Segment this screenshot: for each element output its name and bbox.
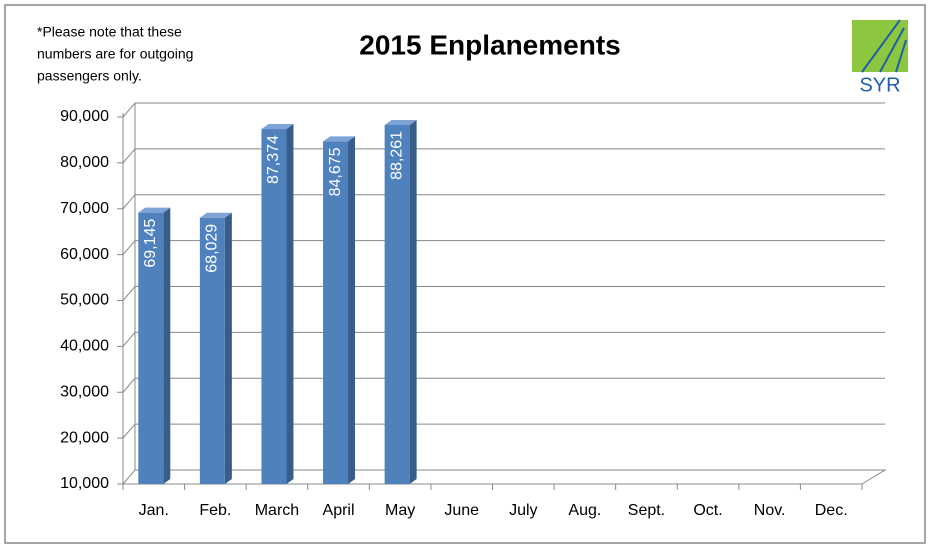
bar [261,129,287,485]
bar-top [384,119,417,125]
y-tick-label: 40,000 [60,338,109,355]
y-tick-label: 80,000 [60,154,109,171]
x-tick-label: July [509,502,537,519]
bar-top [261,124,294,130]
grid-line [122,286,885,301]
y-tick-label: 50,000 [60,292,109,309]
bar-top [323,136,356,142]
logo-stroke [895,39,907,73]
note-line: *Please note that these [37,24,182,40]
bar-side [163,207,171,485]
data-label: 68,029 [204,224,221,273]
bar [138,212,164,485]
x-tick-label: Sept. [628,502,665,519]
y-tick-label: 60,000 [60,246,109,263]
bar [323,141,349,484]
grid-line [122,102,885,118]
logo-stroke [861,19,901,73]
x-tick-label: Oct. [693,502,722,519]
y-tick-label: 30,000 [60,383,109,400]
logo-text: SYR [859,74,900,96]
x-tick-label: Aug. [568,502,601,519]
bar-side [348,136,356,484]
data-label: 87,374 [265,135,282,184]
bar-side [286,124,294,484]
bar-side [409,119,417,484]
y-tick-label: 20,000 [60,429,109,446]
bar-top [199,212,232,218]
chart-title: 2015 Enplanements [359,29,620,60]
logo-stroke [879,27,905,73]
grid-line [122,469,885,485]
bar [199,217,225,484]
note-line: numbers are for outgoing [37,46,193,62]
data-label: 69,145 [142,219,159,268]
grid-line [122,148,885,164]
grid-line [122,423,885,439]
note-line: passengers only. [37,68,142,84]
bar [384,124,410,484]
x-tick-label: Feb. [199,502,231,519]
x-tick-label: Nov. [754,502,786,519]
data-label: 84,675 [327,147,344,196]
grid-line [122,194,885,210]
x-tick-label: May [385,502,415,519]
logo: SYR [852,19,908,96]
x-tick-label: Jan. [139,502,169,519]
y-tick-label: 90,000 [60,108,109,125]
grid-line [122,331,885,347]
grid-line [122,377,885,393]
bar-top [138,207,171,213]
x-tick-label: April [323,502,355,519]
x-tick-label: Dec. [815,502,848,519]
x-tick-label: June [444,502,479,519]
y-tick-label: 70,000 [60,200,109,217]
data-label: 88,261 [388,131,405,180]
x-tick-label: March [255,502,299,519]
bar-side [224,212,232,484]
y-tick-label: 10,000 [60,475,109,492]
grid-line [122,240,885,255]
